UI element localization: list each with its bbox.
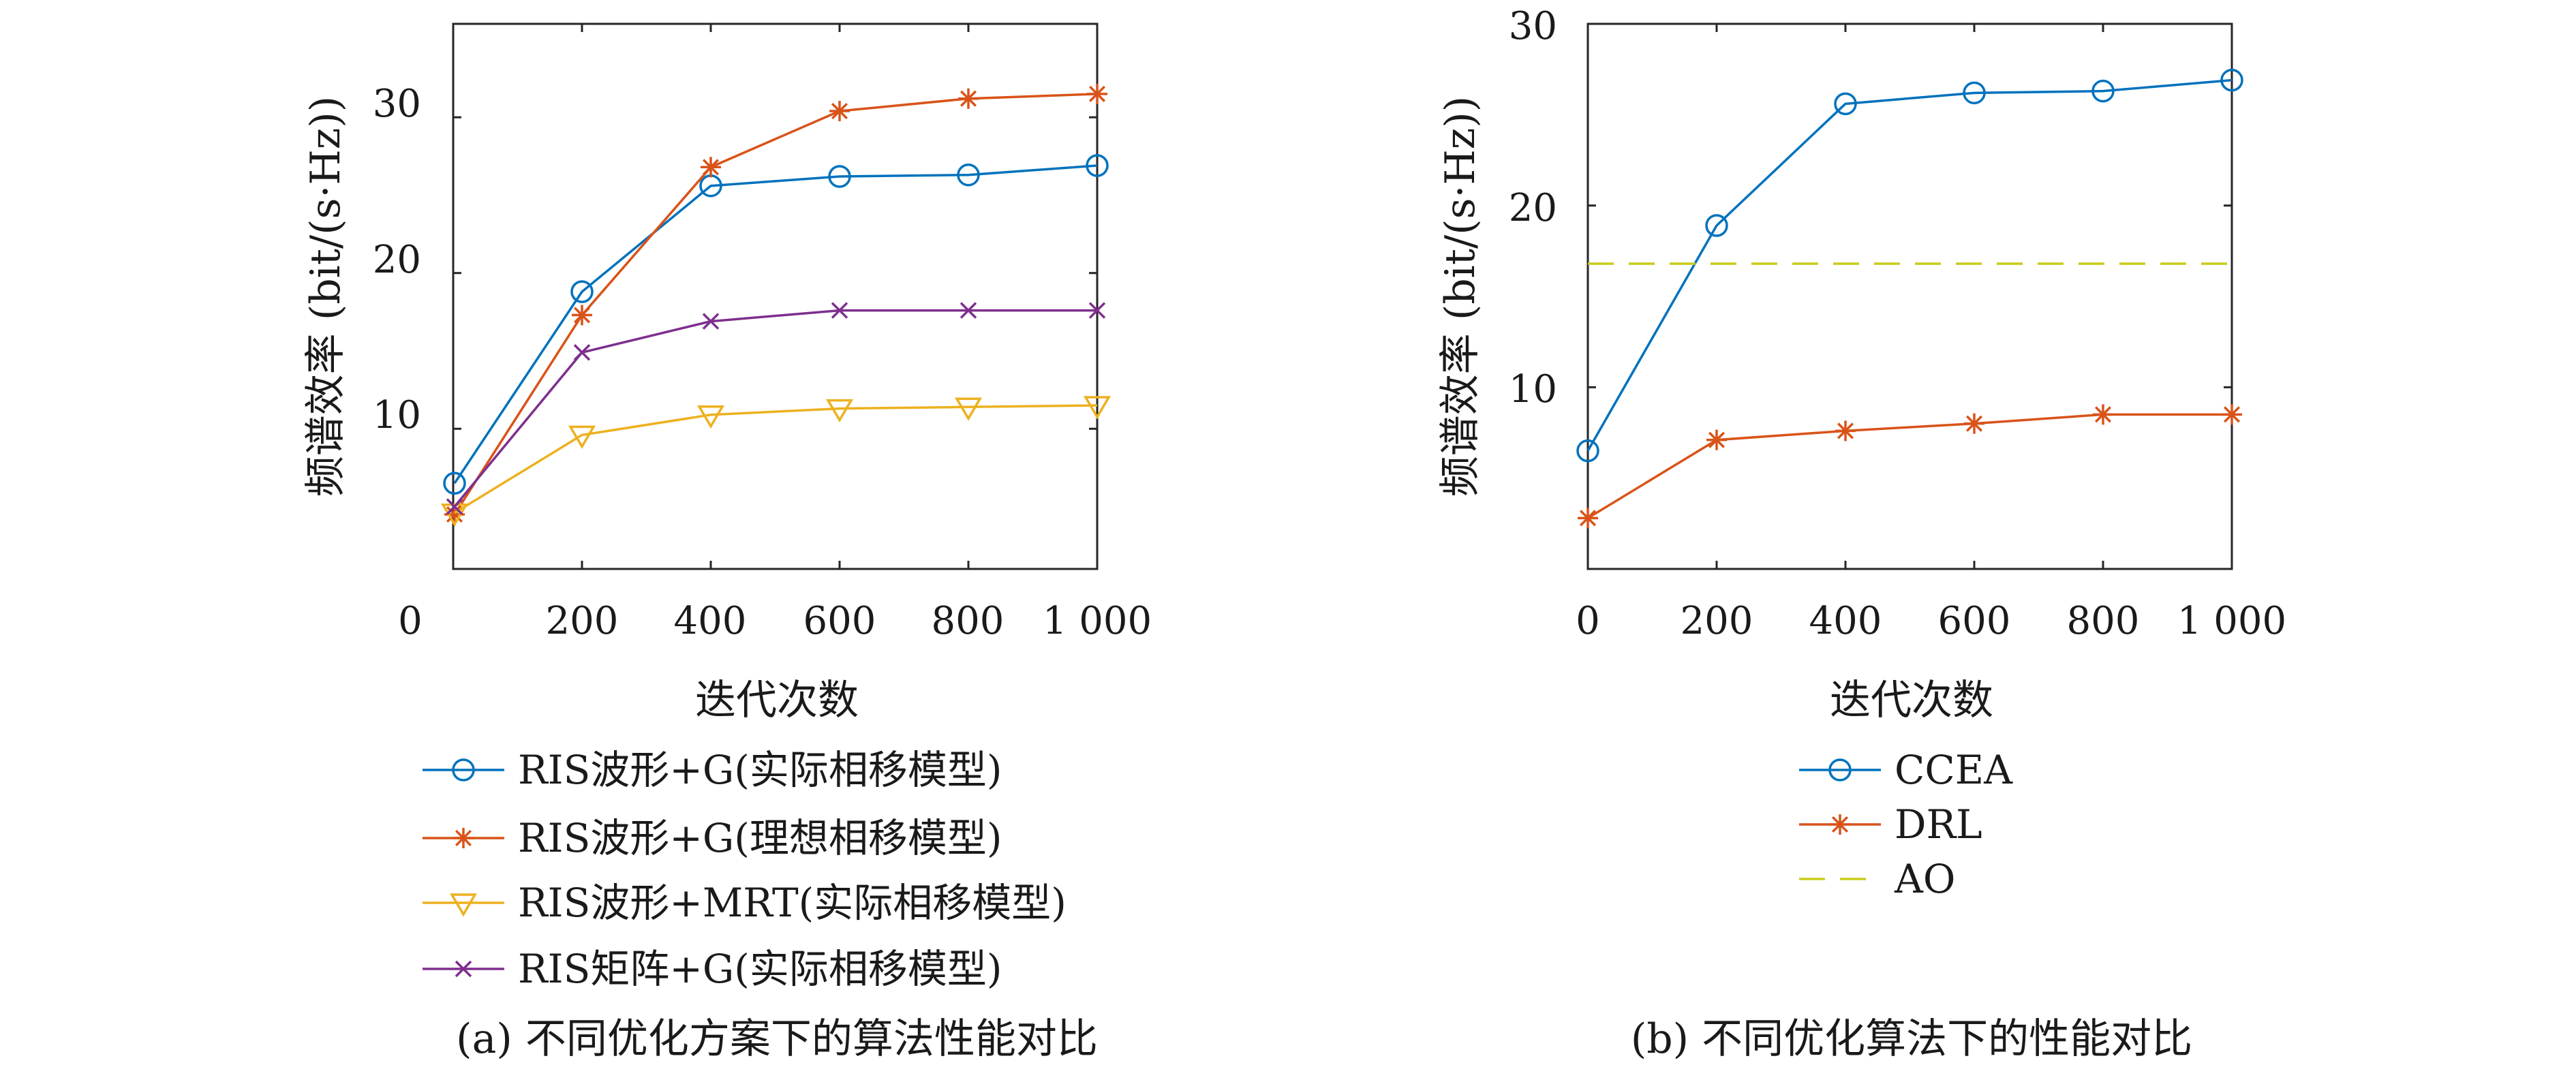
data-point-a-1-3 [829,101,850,121]
data-point-b-0-2 [1834,92,1857,116]
xtick-label-b-800: 800 [2067,599,2140,643]
data-point-a-3-3 [831,302,848,319]
x-axis-label-b: 迭代次数 [1830,677,1993,724]
data-point-b-1-3 [1964,413,1984,434]
data-point-a-1-2 [701,157,721,178]
legend-a-label-2: RIS波形+MRT(实际相移模型) [518,880,1067,926]
series-line-a-1 [453,93,1098,515]
series-line-a-2 [454,404,1098,514]
legend-b-marker-0-glyph [1828,758,1852,782]
legend-a-label-1: RIS波形+G(理想相移模型) [518,815,1002,861]
data-point-a-2-3 [825,399,854,423]
data-point-b-1-5 [2222,404,2242,425]
xtick-label-a-600: 600 [803,599,876,643]
panel-b-marks [1576,22,2243,569]
xtick-label-a-400: 400 [674,599,747,643]
legend-b-marker-1-glyph [1830,814,1850,835]
legend-b-marker-0 [1828,758,1852,782]
data-point-b-0-1 [1705,214,1728,237]
legend-a-marker-3-glyph [455,960,472,978]
legend-a-marker-0-glyph [452,758,475,782]
xtick-label-b-0: 0 [1576,599,1600,643]
series-line-a-0 [453,164,1098,484]
xtick-label-a-0: 0 [398,599,423,643]
legend-b-label-0: CCEA [1895,747,2013,793]
data-point-b-1-0 [1578,508,1598,529]
legend-b-label-1: DRL [1895,801,1982,848]
data-point-a-1-4 [958,88,979,109]
legend-a-marker-0 [452,758,475,782]
xtick-label-b-400: 400 [1809,599,1882,643]
legend-a-marker-1 [453,828,474,848]
legend-a-marker-2-glyph [449,893,478,917]
xtick-label-a-1000: 1 000 [1043,599,1152,643]
caption-a: (a) 不同优化方案下的算法性能对比 [456,1015,1098,1063]
data-point-a-2-1 [568,425,596,449]
y-axis-label-b: 频谱效率 (bit/(s·Hz)) [1437,96,1484,497]
xtick-label-b-1000: 1 000 [2177,599,2286,643]
data-point-a-0-4 [957,163,980,187]
y-axis-label-a: 频谱效率 (bit/(s·Hz)) [302,96,350,497]
legend-b-label-2: AO [1894,856,1955,902]
data-point-a-0-1 [570,280,594,303]
data-point-b-1-2 [1835,420,1856,442]
data-point-a-2-4 [954,397,983,421]
data-point-b-0-4 [2091,79,2115,103]
data-point-b-0-5 [2220,68,2243,92]
legend-b: CCEA DRL AO [1799,747,2013,902]
caption-b: (b) 不同优化算法下的性能对比 [1631,1015,2192,1063]
data-point-a-3-0 [446,498,463,515]
series-line-b-1 [1587,413,2232,519]
ytick-label-a-30: 30 [373,82,421,126]
data-point-a-0-0 [443,472,466,495]
data-point-a-2-5 [1083,396,1111,420]
legend-a-label-3: RIS矩阵+G(实际相移模型) [518,946,1002,992]
data-point-a-1-1 [572,305,592,326]
xtick-label-b-600: 600 [1938,599,2011,643]
legend-b-marker-1 [1830,814,1850,835]
xtick-label-b-200: 200 [1681,599,1753,643]
data-point-a-2-0 [440,503,469,527]
panel-b: 10 20 30 0 200 400 600 800 1 000 迭代次数 频谱… [1437,4,2286,1063]
x-axis-label-a: 迭代次数 [695,677,859,724]
plot-frame-a [452,22,1099,570]
data-point-b-1-4 [2093,404,2113,425]
legend-a-marker-1-glyph [453,828,474,848]
legend-a-marker-3 [455,960,472,978]
data-point-a-2-2 [696,405,725,429]
ytick-label-b-10: 10 [1509,367,1557,412]
ytick-label-b-30: 30 [1509,4,1557,48]
ytick-label-a-20: 20 [373,238,421,282]
data-point-a-1-5 [1087,83,1107,104]
data-point-b-0-0 [1576,439,1599,463]
data-point-a-3-1 [573,344,591,361]
data-point-a-3-2 [702,313,720,330]
data-point-b-0-3 [1963,81,1986,105]
data-point-b-1-1 [1706,429,1727,450]
panel-a-marks [440,24,1111,569]
panel-a: 10 20 30 0 200 400 600 800 1 000 迭代次数 频谱… [302,22,1152,1063]
legend-a-marker-2 [449,893,478,917]
data-point-a-0-5 [1086,154,1109,177]
plot-frame-b [1586,22,2233,570]
data-point-a-3-4 [960,302,977,319]
xtick-label-a-800: 800 [932,599,1005,643]
ytick-label-a-10: 10 [373,393,421,437]
ytick-label-b-20: 20 [1509,186,1557,230]
data-point-a-0-3 [828,165,851,188]
data-point-a-3-5 [1088,302,1106,319]
legend-a-label-0: RIS波形+G(实际相移模型) [518,747,1002,793]
xtick-label-a-200: 200 [546,599,619,643]
legend-a: RIS波形+G(实际相移模型) RIS波形+G(理想相移模型) RIS波形+MR… [423,747,1067,992]
series-line-a-3 [453,309,1097,508]
